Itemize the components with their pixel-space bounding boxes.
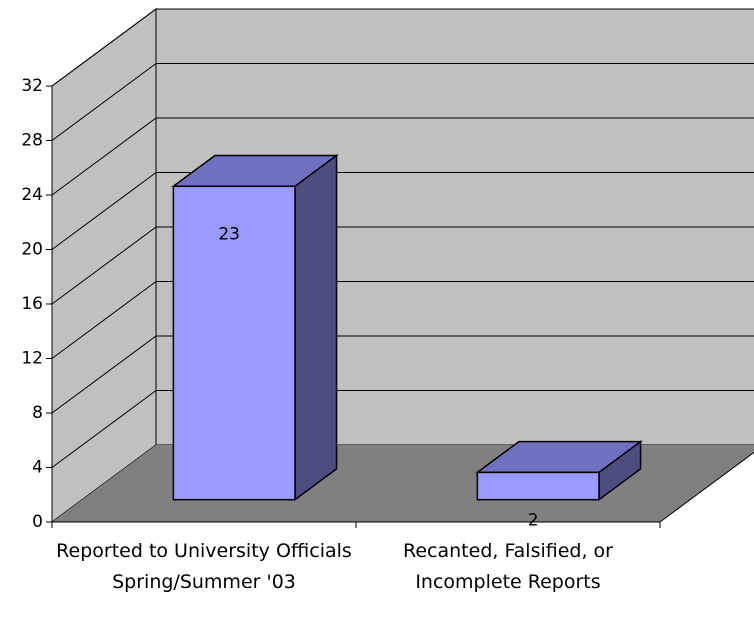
y-tick-label: 20 bbox=[21, 240, 43, 260]
grid-line bbox=[51, 281, 157, 359]
y-tick-label: 0 bbox=[32, 512, 43, 532]
grid-line bbox=[51, 390, 157, 468]
x-tick-label: Reported to University Officials Spring/… bbox=[56, 540, 352, 593]
y-tick-label: 28 bbox=[21, 131, 43, 151]
data-label: 23 bbox=[218, 224, 240, 244]
y-tick-label: 4 bbox=[32, 458, 43, 478]
bar bbox=[476, 471, 600, 501]
data-label: 2 bbox=[528, 510, 539, 530]
grid-line bbox=[51, 335, 157, 414]
grid-line bbox=[51, 63, 157, 141]
grid-line bbox=[51, 172, 157, 250]
grid-line bbox=[51, 117, 157, 196]
y-tick-label: 24 bbox=[21, 185, 43, 205]
y-tick-label: 32 bbox=[21, 76, 43, 96]
bar-side bbox=[294, 154, 338, 502]
bar bbox=[172, 185, 296, 501]
floor-edge bbox=[659, 451, 754, 523]
x-tick-label: Recanted, Falsified, or Incomplete Repor… bbox=[403, 540, 613, 593]
y-tick-label: 8 bbox=[32, 403, 43, 423]
grid-line bbox=[51, 8, 157, 87]
y-tick-label: 16 bbox=[21, 294, 43, 314]
y-tick-label: 12 bbox=[21, 349, 43, 369]
grid-line bbox=[51, 226, 157, 305]
floor bbox=[52, 445, 754, 522]
